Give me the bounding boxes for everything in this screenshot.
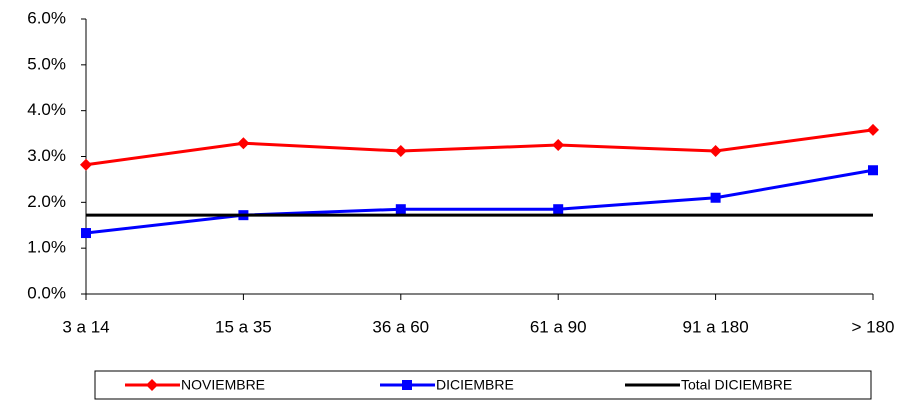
legend-box	[94, 370, 872, 400]
marker	[394, 145, 407, 157]
legend-label: Total DICIEMBRE	[681, 377, 792, 393]
marker	[710, 192, 721, 203]
legend-label: DICIEMBRE	[436, 377, 514, 393]
legend-label: NOVIEMBRE	[181, 377, 265, 393]
marker	[868, 165, 878, 176]
x-tick-label: 61 a 90	[530, 317, 587, 336]
x-tick-label: 15 a 35	[215, 317, 272, 336]
y-tick-label: 4.0%	[27, 100, 66, 119]
x-tick-label: 91 a 180	[683, 317, 749, 336]
x-tick-label: > 180	[851, 317, 894, 336]
marker	[80, 158, 92, 171]
marker	[709, 145, 722, 157]
marker	[237, 137, 250, 150]
marker	[867, 123, 879, 136]
y-tick-label: 5.0%	[27, 54, 66, 73]
series-line	[85, 128, 874, 167]
y-tick-label: 2.0%	[27, 192, 66, 211]
x-tick-label: 36 a 60	[372, 317, 429, 336]
marker	[81, 228, 91, 239]
y-tick-label: 1.0%	[27, 238, 66, 257]
marker	[552, 139, 565, 152]
marker	[146, 379, 158, 391]
y-tick-label: 6.0%	[27, 8, 66, 27]
y-tick-label: 3.0%	[27, 146, 66, 165]
marker	[395, 204, 406, 215]
legend: NOVIEMBRE DICIEMBRE Total DICIEMBRE	[125, 377, 792, 393]
series-line	[85, 168, 874, 235]
x-tick-label: 3 a 14	[62, 317, 109, 336]
marker	[553, 204, 564, 215]
marker	[402, 380, 412, 390]
y-tick-label: 0.0%	[27, 283, 66, 302]
